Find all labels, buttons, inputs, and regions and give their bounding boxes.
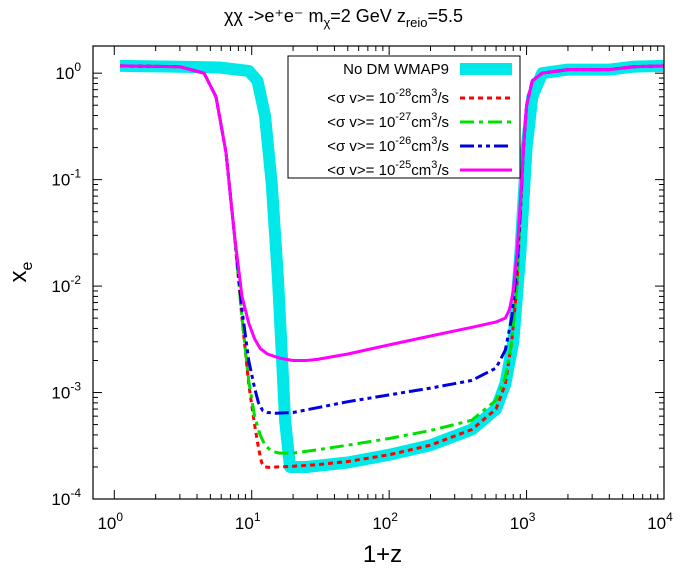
legend-label-1: No DM WMAP9 bbox=[343, 61, 449, 78]
y-axis-label-text: xe bbox=[5, 261, 36, 282]
legend-label-3: <σ v>= 10-27cm3/s bbox=[327, 111, 449, 131]
x-tick-label: 101 bbox=[235, 510, 261, 533]
plot-frame bbox=[92, 45, 665, 500]
x-tick-label: 102 bbox=[372, 510, 398, 533]
axis-ticks bbox=[93, 46, 665, 500]
y-tick-label: 10-2 bbox=[51, 273, 81, 296]
y-tick-label: 100 bbox=[55, 60, 81, 83]
legend-label-5: <σ v>= 10-25cm3/s bbox=[327, 159, 449, 179]
plot-area bbox=[119, 59, 664, 473]
x-tick-label: 103 bbox=[510, 510, 536, 533]
series-line-5 bbox=[119, 64, 664, 362]
y-tick-label: 10-1 bbox=[51, 167, 81, 190]
y-tick-label: 10-4 bbox=[51, 486, 81, 509]
y-axis-label: xe bbox=[5, 261, 36, 282]
x-axis-label: 1+z bbox=[363, 541, 402, 568]
series-line-2 bbox=[119, 64, 664, 469]
x-tick-labels: 100 101 102 103 104 bbox=[97, 510, 673, 533]
legend-label-4: <σ v>= 10-26cm3/s bbox=[327, 135, 449, 155]
legend: No DM WMAP9 <σ v>= 10-28cm3/s <σ v>= 10-27… bbox=[287, 55, 521, 179]
series-line-1 bbox=[119, 59, 664, 473]
y-tick-label: 10-3 bbox=[51, 380, 81, 403]
y-tick-labels: 100 10-1 10-2 10-3 10-4 bbox=[51, 60, 81, 509]
chart-title-text: χχ ->e⁺e⁻ mχ=2 GeV zreio=5.5 bbox=[224, 6, 463, 30]
x-tick-label: 100 bbox=[97, 510, 123, 533]
legend-label-2: <σ v>= 10-28cm3/s bbox=[327, 87, 449, 107]
x-tick-label: 104 bbox=[647, 510, 673, 533]
chart-title: χχ ->e⁺e⁻ mχ=2 GeV zreio=5.5 bbox=[224, 6, 463, 30]
legend-box bbox=[287, 55, 521, 179]
